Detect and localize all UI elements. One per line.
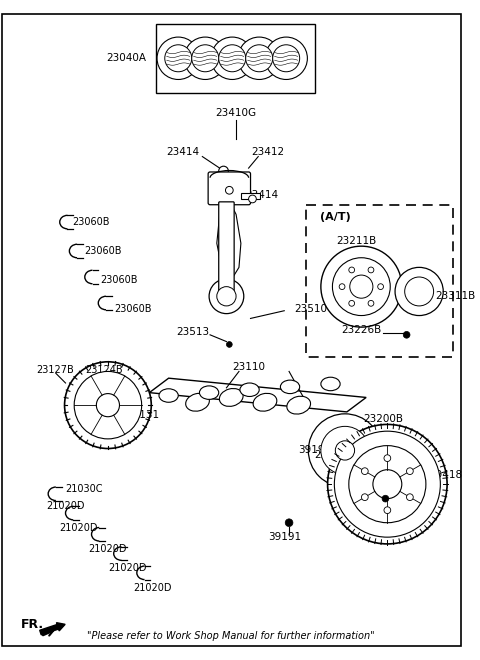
Circle shape: [219, 45, 246, 72]
Circle shape: [74, 372, 142, 439]
Circle shape: [96, 393, 120, 416]
Circle shape: [192, 45, 219, 72]
Circle shape: [373, 470, 402, 498]
Circle shape: [361, 468, 368, 475]
Text: 23110: 23110: [232, 362, 265, 372]
Text: 23131: 23131: [126, 410, 159, 420]
Circle shape: [285, 519, 293, 527]
Ellipse shape: [219, 389, 243, 407]
Circle shape: [321, 246, 402, 327]
Text: 23513: 23513: [176, 327, 209, 337]
Circle shape: [219, 166, 228, 176]
Ellipse shape: [159, 389, 178, 402]
Text: 21020D: 21020D: [60, 523, 98, 533]
Text: 23060B: 23060B: [84, 246, 121, 256]
Circle shape: [407, 494, 413, 500]
Circle shape: [368, 267, 374, 273]
Circle shape: [403, 331, 410, 338]
Text: 23040A: 23040A: [107, 53, 146, 63]
Circle shape: [165, 45, 192, 72]
Circle shape: [64, 362, 151, 449]
Circle shape: [238, 37, 280, 79]
Text: 23060B: 23060B: [72, 217, 110, 227]
Circle shape: [308, 414, 382, 487]
Circle shape: [361, 494, 368, 500]
Circle shape: [395, 267, 443, 315]
Circle shape: [321, 426, 369, 475]
Ellipse shape: [200, 386, 219, 399]
Circle shape: [265, 37, 307, 79]
Text: 23060B: 23060B: [100, 275, 138, 285]
Circle shape: [382, 495, 389, 502]
Circle shape: [211, 37, 253, 79]
Circle shape: [349, 446, 426, 523]
Circle shape: [349, 267, 355, 273]
Circle shape: [226, 186, 233, 194]
Circle shape: [246, 45, 273, 72]
Text: 23410G: 23410G: [216, 108, 257, 118]
Text: "Please refer to Work Shop Manual for further information": "Please refer to Work Shop Manual for fu…: [87, 632, 375, 642]
Text: 39190A: 39190A: [298, 446, 338, 455]
Text: 21020D: 21020D: [133, 583, 171, 593]
Text: 23211B: 23211B: [336, 236, 377, 246]
Ellipse shape: [287, 396, 311, 414]
Text: 59418: 59418: [429, 469, 462, 480]
Text: 23311A: 23311A: [365, 519, 406, 529]
Circle shape: [378, 284, 384, 290]
Text: 23414: 23414: [167, 147, 200, 156]
Ellipse shape: [280, 380, 300, 393]
Circle shape: [249, 195, 256, 203]
Circle shape: [368, 300, 374, 306]
Bar: [156, 24, 315, 93]
Bar: [241, 193, 260, 199]
Text: 23311B: 23311B: [435, 291, 476, 301]
Text: 21020D: 21020D: [108, 563, 146, 573]
Text: 21020D: 21020D: [46, 502, 85, 512]
Ellipse shape: [240, 383, 259, 397]
Text: 23124B: 23124B: [85, 366, 122, 376]
Ellipse shape: [186, 393, 209, 411]
Circle shape: [350, 275, 373, 298]
Text: 23412: 23412: [252, 147, 285, 156]
FancyBboxPatch shape: [306, 205, 453, 357]
Circle shape: [384, 507, 391, 513]
Circle shape: [333, 258, 390, 315]
Ellipse shape: [253, 393, 277, 411]
Circle shape: [384, 455, 391, 461]
Polygon shape: [217, 203, 241, 280]
Circle shape: [157, 37, 200, 79]
Text: (A/T): (A/T): [320, 213, 351, 222]
Circle shape: [227, 342, 232, 347]
Circle shape: [273, 45, 300, 72]
FancyBboxPatch shape: [208, 172, 251, 205]
Circle shape: [335, 431, 440, 537]
Circle shape: [217, 286, 236, 306]
Circle shape: [339, 284, 345, 290]
Text: FR.: FR.: [21, 618, 44, 632]
Circle shape: [209, 279, 244, 314]
FancyBboxPatch shape: [219, 202, 234, 295]
Ellipse shape: [321, 378, 340, 391]
Text: 23510: 23510: [294, 304, 327, 314]
Circle shape: [336, 441, 355, 460]
Circle shape: [405, 277, 433, 306]
Text: 39191: 39191: [268, 532, 301, 542]
Polygon shape: [149, 378, 366, 412]
Circle shape: [184, 37, 227, 79]
Text: 23226B: 23226B: [341, 325, 382, 335]
Text: 23127B: 23127B: [36, 366, 74, 376]
Text: 23212: 23212: [314, 450, 347, 460]
Text: 23414: 23414: [246, 190, 279, 200]
Text: 21020D: 21020D: [89, 544, 127, 554]
Circle shape: [328, 424, 447, 544]
Text: 23060B: 23060B: [115, 304, 152, 314]
Text: 21030C: 21030C: [66, 484, 103, 494]
Text: 23200B: 23200B: [363, 414, 404, 424]
Circle shape: [407, 468, 413, 475]
FancyArrow shape: [40, 622, 65, 635]
Circle shape: [349, 300, 355, 306]
